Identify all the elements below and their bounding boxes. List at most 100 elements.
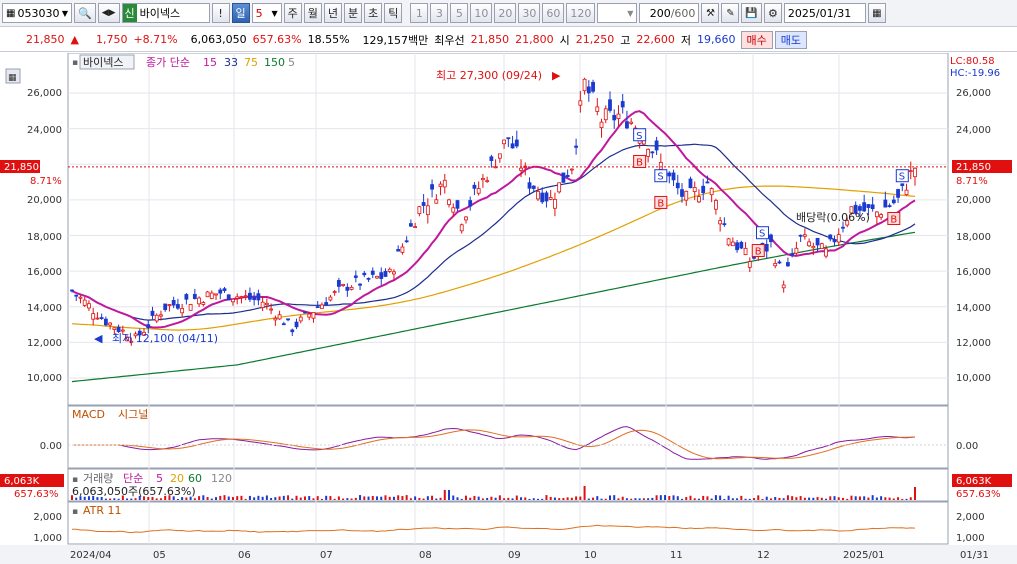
volume-bar — [206, 497, 209, 500]
data-count-input[interactable]: 200 /600 — [639, 3, 700, 23]
interval-1-button[interactable]: 1 — [410, 3, 429, 23]
candle-body — [176, 304, 180, 309]
candle-body — [722, 223, 727, 226]
candle-body — [625, 121, 629, 129]
current-price-left: 21,850 — [4, 162, 39, 173]
date-value: 2025/01/31 — [787, 6, 852, 20]
volume-bar — [803, 497, 806, 500]
volume-pct-left: 657.63% — [14, 489, 59, 500]
price-panel[interactable] — [67, 52, 949, 406]
macd-panel[interactable] — [67, 405, 949, 469]
period-tick-button[interactable]: 틱 — [384, 3, 403, 23]
volume-bar — [854, 496, 857, 500]
candle-body — [815, 237, 820, 246]
volume-bar — [549, 496, 552, 500]
candle-body — [95, 317, 100, 320]
stock-nav-button[interactable]: ◀▶ — [97, 3, 120, 23]
sell-button[interactable]: 매도 — [774, 30, 808, 49]
volume-bar — [253, 497, 256, 500]
sell-label: 매도 — [780, 33, 802, 47]
right-price-axis: 26,000 24,000 20,000 18,000 16,000 14,00… — [956, 88, 991, 384]
interval-60-button[interactable]: 60 — [542, 3, 565, 23]
hc-label: HC:-19.96 — [950, 68, 1000, 79]
period-year-button[interactable]: 년 — [323, 3, 343, 23]
interval-5-button[interactable]: 5 — [450, 3, 469, 23]
volume-bar — [659, 495, 662, 500]
volume-bar — [816, 497, 819, 500]
candle-body — [730, 241, 735, 247]
period-minute-button[interactable]: 분 — [344, 3, 363, 23]
buy-button[interactable]: 매수 — [740, 30, 773, 49]
chart-menu-icon[interactable] — [5, 68, 21, 84]
volume-panel[interactable] — [67, 468, 949, 502]
period-second-button[interactable]: 초 — [364, 3, 383, 23]
candle-body — [180, 307, 185, 314]
candle-body — [303, 311, 307, 314]
candle-body — [362, 272, 367, 276]
candle-body — [146, 324, 151, 329]
interval-20-button[interactable]: 20 — [494, 3, 517, 23]
candle-body — [277, 314, 282, 320]
volume-bar — [100, 496, 103, 500]
atr-tick: 1,000 — [956, 533, 985, 544]
legend-ma-75: 75 — [244, 56, 258, 69]
volume-bar — [723, 498, 726, 500]
candle-body — [502, 139, 506, 145]
period-value-select[interactable]: 5 ▼ — [251, 3, 282, 23]
chevron-down-icon[interactable]: ▼ — [61, 8, 68, 18]
interval-label: 3 — [435, 6, 443, 20]
stock-code-input[interactable]: ▦ 053030 ▼ — [2, 3, 72, 23]
tick-label: 24,000 — [956, 125, 991, 136]
volume-bar — [414, 496, 417, 500]
atr-panel[interactable] — [67, 501, 949, 545]
open-price: 21,250 — [575, 33, 615, 46]
candle-body — [425, 205, 430, 216]
candle-body — [430, 184, 434, 190]
volume-bar — [350, 498, 353, 500]
interval-10-button[interactable]: 10 — [470, 3, 493, 23]
chart-tools-button[interactable]: ⚒ — [701, 3, 720, 23]
toolbar: ▦ 053030 ▼ 🔍 ◀▶ 신 바이넥스 ! 일 5 ▼ 주 월 년 분 초… — [0, 0, 1017, 27]
volume-bar — [778, 497, 781, 500]
interval-3-button[interactable]: 3 — [430, 3, 449, 23]
sell-signal-label: S — [657, 172, 663, 183]
drawing-button[interactable]: ✎ — [721, 3, 740, 23]
high-arrow-icon: ▶ — [552, 69, 561, 82]
candle-body — [231, 298, 235, 303]
volume-bar — [494, 497, 497, 500]
period-day-button[interactable]: 일 — [231, 3, 250, 23]
stock-name-box[interactable]: 신 바이넥스 — [121, 3, 210, 23]
alert-button[interactable]: ! — [211, 3, 230, 23]
candle-body — [701, 185, 706, 194]
volume-bar — [761, 498, 764, 500]
search-button[interactable]: 🔍 — [74, 3, 96, 23]
tick-label: 26,000 — [27, 88, 62, 99]
volume-bar — [676, 496, 679, 500]
candle-body — [612, 115, 617, 121]
candle-body — [184, 294, 189, 300]
candle-body — [116, 326, 121, 333]
volume-bar — [837, 497, 840, 500]
custom-interval-select[interactable]: ▼ — [597, 3, 638, 23]
candle-body — [883, 199, 888, 208]
volume-bar — [431, 495, 434, 500]
candle-body — [286, 318, 290, 321]
macd-tick-right: 0.00 — [956, 441, 978, 452]
volume-bar — [210, 498, 213, 500]
period-week-button[interactable]: 주 — [283, 3, 302, 23]
date-input[interactable]: 2025/01/31 — [783, 3, 866, 23]
candle-body — [858, 206, 862, 211]
save-button[interactable]: 💾 — [741, 3, 762, 23]
candle-body — [438, 183, 443, 187]
calendar-button[interactable]: ▦ — [867, 3, 886, 23]
stock-chart[interactable]: 26,000 24,000 20,000 18,000 16,000 14,00… — [0, 52, 1017, 564]
settings-button[interactable]: ⚙ — [763, 3, 782, 23]
interval-120-button[interactable]: 120 — [566, 3, 596, 23]
volume-bar — [363, 496, 366, 500]
volume-bar — [452, 495, 455, 500]
legend-stock-box[interactable] — [79, 54, 135, 70]
chart-svg[interactable]: 26,000 24,000 20,000 18,000 16,000 14,00… — [0, 52, 1017, 564]
period-month-button[interactable]: 월 — [303, 3, 322, 23]
interval-30-button[interactable]: 30 — [518, 3, 541, 23]
volume-bar — [748, 498, 751, 500]
